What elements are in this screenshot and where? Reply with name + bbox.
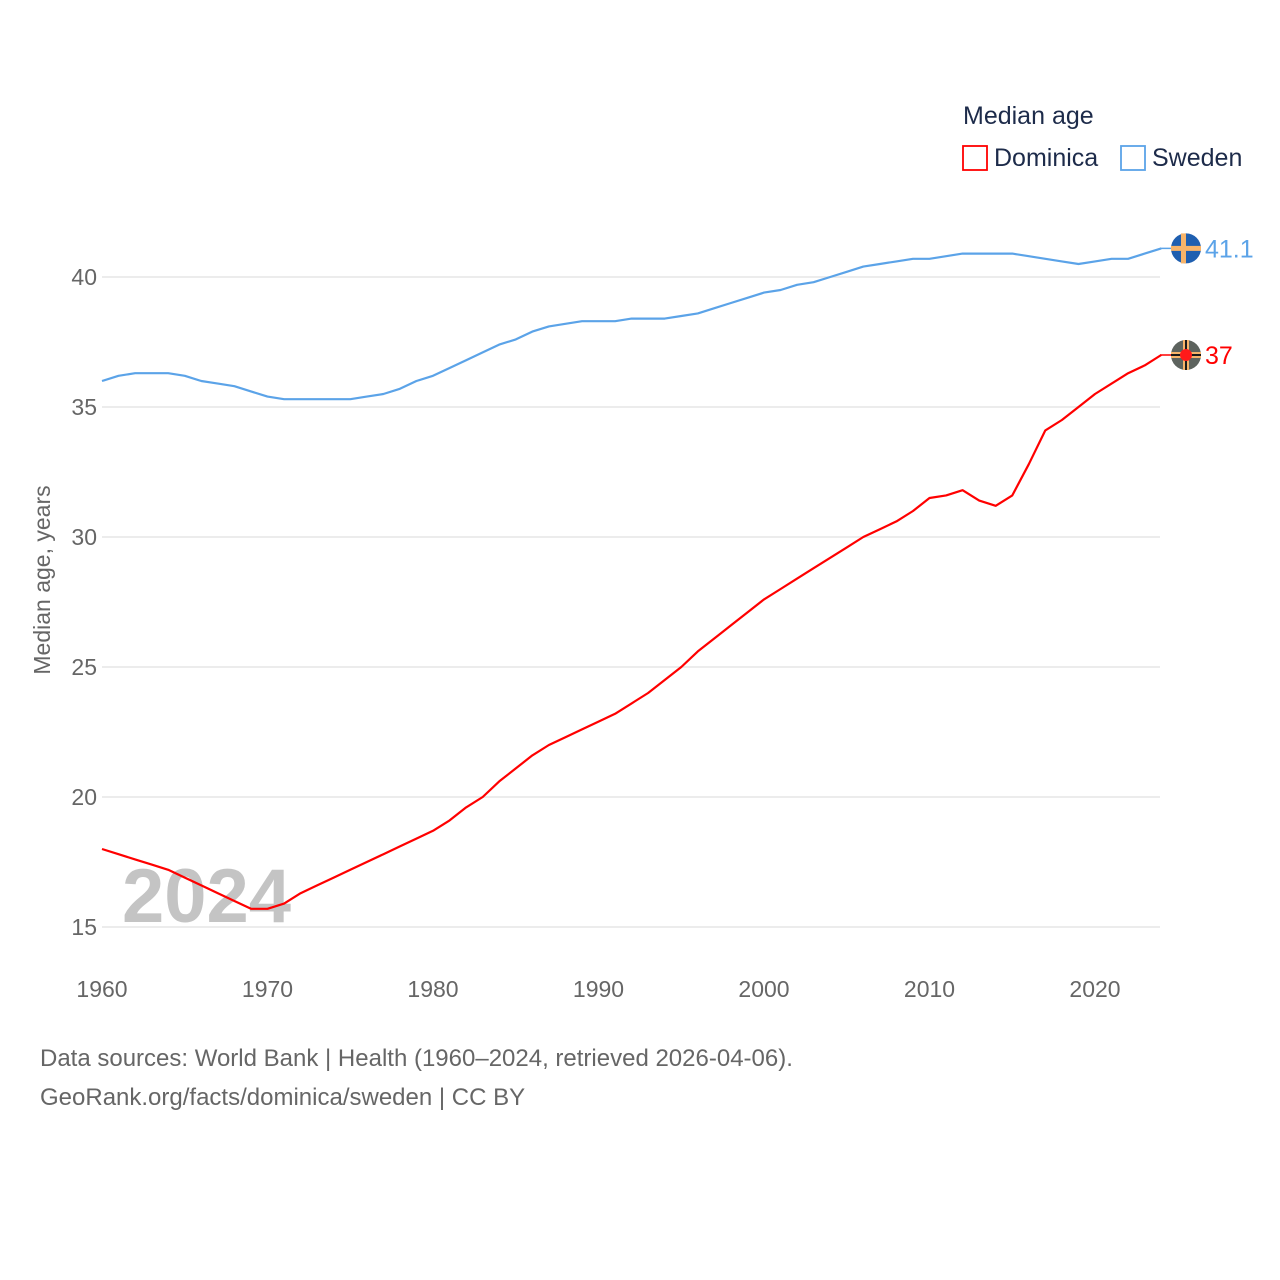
legend-item-dominica[interactable]: Dominica (962, 144, 1098, 172)
y-axis-label: Median age, years (29, 485, 55, 674)
end-value-label: 37 (1205, 342, 1233, 370)
line-chart: 15 20 25 30 35 40 1960 1970 1980 1990 2000 2010 2020… (29, 102, 1254, 1002)
attribution-link[interactable]: GeoRank.org/facts/dominica/sweden | CC B… (40, 1084, 526, 1111)
flag-sweden-icon (1171, 233, 1201, 264)
y-tick-label: 40 (71, 264, 97, 290)
series-line-sweden (101, 247, 1162, 401)
data-source-text: Data sources: World Bank | Health (1960–… (40, 1045, 793, 1072)
legend-title: Median age (963, 102, 1094, 130)
year-watermark: 2024 (122, 854, 291, 939)
x-tick-label: 2000 (738, 976, 789, 1002)
y-tick-label: 35 (71, 394, 97, 420)
x-tick-label: 2020 (1069, 976, 1120, 1002)
legend-item-sweden[interactable]: Sweden (1120, 144, 1242, 172)
y-tick-label: 30 (71, 524, 97, 550)
end-value-label: 41.1 (1205, 235, 1254, 263)
legend-label: Sweden (1152, 144, 1242, 172)
legend-swatch (962, 145, 988, 171)
flag-dominica-icon (1171, 340, 1201, 370)
x-tick-label: 1960 (76, 976, 127, 1002)
x-tick-label: 1980 (407, 976, 458, 1002)
y-tick-label: 25 (71, 654, 97, 680)
x-tick-label: 2010 (904, 976, 955, 1002)
x-tick-label: 1990 (573, 976, 624, 1002)
legend-swatch (1120, 145, 1146, 171)
series-line-dominica (101, 354, 1162, 910)
y-tick-label: 15 (71, 914, 97, 940)
y-tick-label: 20 (71, 784, 97, 810)
legend-label: Dominica (994, 144, 1098, 172)
x-tick-label: 1970 (242, 976, 293, 1002)
